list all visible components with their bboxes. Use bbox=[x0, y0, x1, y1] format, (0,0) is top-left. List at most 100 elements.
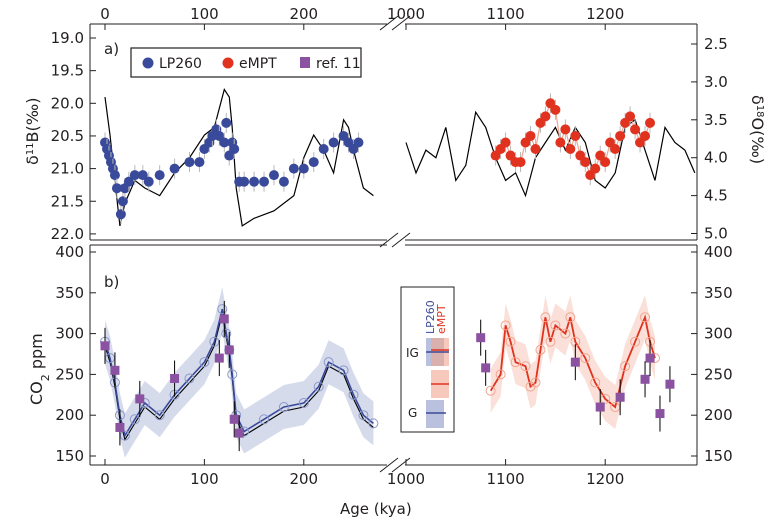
empt-co2-point bbox=[505, 336, 516, 347]
ref11-point bbox=[655, 409, 665, 419]
empt-co2-point bbox=[550, 320, 561, 331]
lp260-co2-point bbox=[184, 373, 195, 384]
b-bottom-tick-label: 200 bbox=[289, 470, 318, 488]
lp260-d11b-point bbox=[268, 170, 279, 181]
empt-co2-point bbox=[535, 344, 546, 355]
a-left-tick-label: 19.5 bbox=[51, 62, 84, 80]
panel-a-left-ylabel: δ11B(‰) bbox=[23, 98, 42, 165]
a-left-tick-label: 20.5 bbox=[51, 127, 84, 145]
empt-d11b-point bbox=[580, 157, 591, 168]
chart-marks: 19.0 19.5 20.0 20.5 21.0 21.5 22.0 2.5 3.0 3.5 4.0… bbox=[51, 5, 733, 488]
empt-co2-point bbox=[560, 328, 571, 339]
empt-d11b-point bbox=[610, 144, 621, 155]
ref11-point bbox=[570, 357, 580, 367]
b-left-tick-label: 350 bbox=[55, 284, 84, 302]
lp260-d11b-point bbox=[117, 196, 128, 207]
legend-ref11-label: ref. 11 bbox=[316, 56, 361, 72]
a-left-tick-label: 22.0 bbox=[51, 225, 84, 243]
b-left-tick-label: 150 bbox=[55, 447, 84, 465]
lp260-d11b-point bbox=[259, 176, 270, 187]
ref11-point bbox=[214, 353, 224, 363]
ref11-point bbox=[135, 394, 145, 404]
empt-co2-point bbox=[485, 385, 496, 396]
lp260-d11b-point bbox=[143, 176, 154, 187]
lp260-co2-point bbox=[368, 418, 379, 429]
empt-d11b-point bbox=[500, 137, 511, 148]
empt-d11b-point bbox=[550, 104, 561, 115]
legend-a: LP260 eMPT ref. 11 bbox=[130, 47, 362, 78]
empt-co2-point bbox=[590, 377, 601, 388]
empt-co2-point bbox=[545, 336, 556, 347]
empt-co2-point bbox=[580, 353, 591, 364]
inset-label-lp260: LP260 bbox=[424, 300, 437, 334]
empt-d11b-point bbox=[530, 144, 541, 155]
panel-a-right-ylabel: δ18O(‰) bbox=[748, 95, 767, 164]
lp260-co2-point bbox=[338, 365, 349, 376]
legend-lp260-label: LP260 bbox=[159, 56, 202, 72]
lp260-co2-point bbox=[217, 304, 228, 315]
panel-a-label: a) bbox=[104, 40, 119, 58]
lp260-d11b-point bbox=[288, 163, 299, 174]
empt-d11b-point bbox=[640, 130, 651, 141]
a-right-tick-label: 3.0 bbox=[704, 73, 728, 91]
empt-co2-point bbox=[500, 320, 511, 331]
ref11-point bbox=[234, 428, 244, 438]
b-right-tick-label: 400 bbox=[704, 243, 733, 261]
lp260-d11b-point bbox=[278, 176, 289, 187]
ref11-point bbox=[640, 374, 650, 384]
a-top-tick-label: 1200 bbox=[586, 5, 624, 23]
empt-d11b-point bbox=[560, 124, 571, 135]
a-top-tick-label: 100 bbox=[190, 5, 219, 23]
lp260-co2-point bbox=[323, 357, 334, 368]
a-top-tick-label: 1100 bbox=[487, 5, 525, 23]
lp260-co2-point bbox=[199, 357, 210, 368]
lp260-d11b-point bbox=[184, 157, 195, 168]
legend-empt-label: eMPT bbox=[239, 56, 277, 72]
b-bottom-tick-label: 1000 bbox=[387, 470, 425, 488]
empt-co2-point bbox=[520, 361, 531, 372]
ref11-point bbox=[481, 363, 491, 373]
empt-co2-point bbox=[640, 312, 651, 323]
b-left-tick-label: 200 bbox=[55, 406, 84, 424]
inset-row-ig: IG bbox=[406, 346, 419, 360]
b-bottom-tick-label: 1200 bbox=[586, 470, 624, 488]
lp260-co2-point bbox=[221, 328, 232, 339]
empt-d11b-point bbox=[590, 163, 601, 174]
lp260-co2-point bbox=[259, 414, 270, 425]
b-right-tick-label: 300 bbox=[704, 325, 733, 343]
a-right-tick-label: 3.5 bbox=[704, 111, 728, 129]
empt-d11b-point bbox=[600, 157, 611, 168]
panel-b-xlabel: Age (kya) bbox=[340, 500, 412, 518]
a-right-tick-label: 5.0 bbox=[704, 225, 728, 243]
b-right-tick-label: 350 bbox=[704, 284, 733, 302]
lp260-d11b-point bbox=[308, 157, 319, 168]
empt-d11b-point bbox=[555, 137, 566, 148]
panel-b-ylabel: CO2 ppm bbox=[27, 333, 52, 405]
a-left-tick-label: 21.0 bbox=[51, 160, 84, 178]
lp260-co2-point bbox=[278, 402, 289, 413]
d18o-stack-line bbox=[405, 110, 696, 198]
a-top-tick-label: 200 bbox=[289, 5, 318, 23]
ref11-point bbox=[645, 353, 655, 363]
lp260-d11b-point bbox=[221, 117, 232, 128]
inset-row-g: G bbox=[408, 406, 417, 420]
lp260-d11b-point bbox=[328, 137, 339, 148]
b-left-tick-label: 400 bbox=[55, 243, 84, 261]
a-right-tick-label: 4.0 bbox=[704, 149, 728, 167]
lp260-d11b-point bbox=[239, 176, 250, 187]
a-left-tick-label: 19.0 bbox=[51, 29, 84, 47]
lp260-co2-point bbox=[154, 410, 165, 421]
a-left-tick-label: 20.0 bbox=[51, 94, 84, 112]
lp260-co2-point bbox=[348, 389, 359, 400]
legend-inset-b: LP260 eMPT IG G bbox=[400, 286, 455, 433]
lp260-co2-point bbox=[313, 381, 324, 392]
d18o-stack-line bbox=[104, 88, 374, 227]
a-top-tick-label: 1000 bbox=[387, 5, 425, 23]
lp260-d11b-point bbox=[109, 170, 120, 181]
empt-confidence-band bbox=[490, 295, 655, 429]
panel-b-frame bbox=[89, 244, 698, 466]
lp260-d11b-point bbox=[137, 170, 148, 181]
empt-d11b-point bbox=[540, 111, 551, 122]
legend-ref11-marker bbox=[300, 57, 310, 68]
